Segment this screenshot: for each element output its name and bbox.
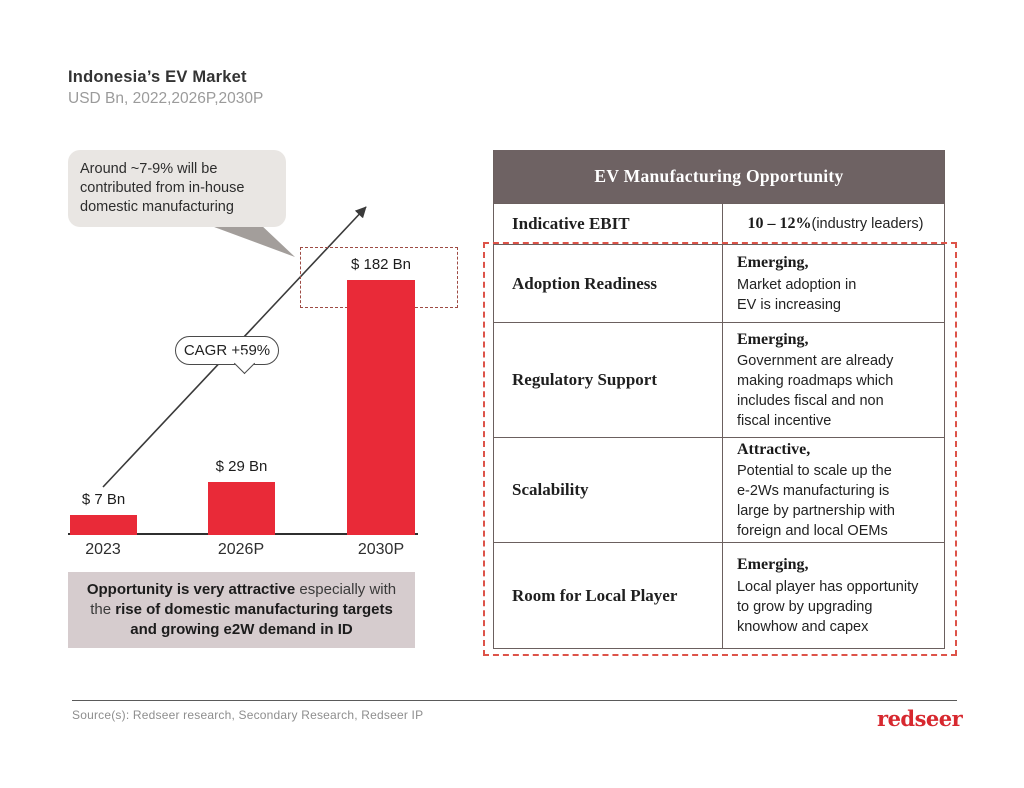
page-title: Indonesia’s EV Market [68,68,247,86]
footer-divider [72,700,957,701]
row-value-lead: Emerging, [736,330,809,348]
bar-2026p: $ 29 Bn [208,458,275,535]
note-bold-2: rise of domestic manufacturing targets a… [115,600,393,639]
bar-2030p: $ 182 Bn [347,256,415,535]
cagr-badge: CAGR +59% [175,336,279,365]
bar-value-label: $ 29 Bn [215,458,268,475]
row-value-text: (industry leaders) [811,216,924,232]
table-row: Room for Local Player Emerging, Local pl… [494,542,944,648]
note-mid: especially with the [90,580,397,618]
opportunity-note-text: Opportunity is very attractive especiall… [84,580,399,641]
row-value-lead: 10 – 12% [747,214,812,232]
row-label: Adoption Readiness [494,245,723,322]
row-value-lead: Emerging, [736,556,809,574]
opportunity-note: Opportunity is very attractive especiall… [68,572,415,648]
ev-manufacturing-table: EV Manufacturing Opportunity Indicative … [493,150,945,649]
redseer-logo: redseer [877,706,963,731]
row-value-text: Government are already making roadmaps w… [736,353,894,430]
source-note: Source(s): Redseer research, Secondary R… [72,708,424,722]
bar-rect-2026p [208,482,275,535]
table-title: EV Manufacturing Opportunity [494,150,944,203]
annotation-bubble: Around ~7-9% will be contributed from in… [68,150,286,228]
row-value: Attractive, Potential to scale up the e-… [723,438,944,542]
row-value: Emerging, Market adoption in EV is incre… [723,245,944,322]
table-row: Regulatory Support Emerging, Government … [494,322,944,437]
row-value: Emerging, Government are already making … [723,323,944,437]
row-label: Indicative EBIT [494,204,723,244]
row-value-text: Market adoption in EV is increasing [736,276,857,313]
bar-rect-2030p [347,280,415,535]
row-label: Regulatory Support [494,323,723,437]
table-row: Indicative EBIT 10 – 12% (industry leade… [494,203,944,244]
bar-value-label: $ 7 Bn [81,491,126,508]
row-value: 10 – 12% (industry leaders) [723,204,944,244]
bar-2023: $ 7 Bn [70,491,137,535]
bar-rect-2023 [70,515,137,535]
row-value-text: Potential to scale up the e-2Ws manufact… [736,463,895,540]
row-value: Emerging, Local player has opportunity t… [723,543,944,648]
page-subtitle: USD Bn, 2022,2026P,2030P [68,90,264,107]
table-row: Adoption Readiness Emerging, Market adop… [494,244,944,322]
x-tick-2030p: 2030P [357,541,405,558]
x-tick-2026p: 2026P [217,541,265,558]
row-label: Scalability [494,438,723,542]
table-row: Scalability Attractive, Potential to sca… [494,437,944,542]
row-value-lead: Emerging, [736,254,809,272]
x-tick-2023: 2023 [85,541,121,558]
bar-value-label: $ 182 Bn [350,256,412,273]
row-value-lead: Attractive, [736,440,811,458]
row-label: Room for Local Player [494,543,723,648]
row-value-text: Local player has opportunity to grow by … [736,578,919,635]
annotation-bubble-tail [206,224,295,257]
note-bold-1: Opportunity is very attractive [86,580,296,598]
